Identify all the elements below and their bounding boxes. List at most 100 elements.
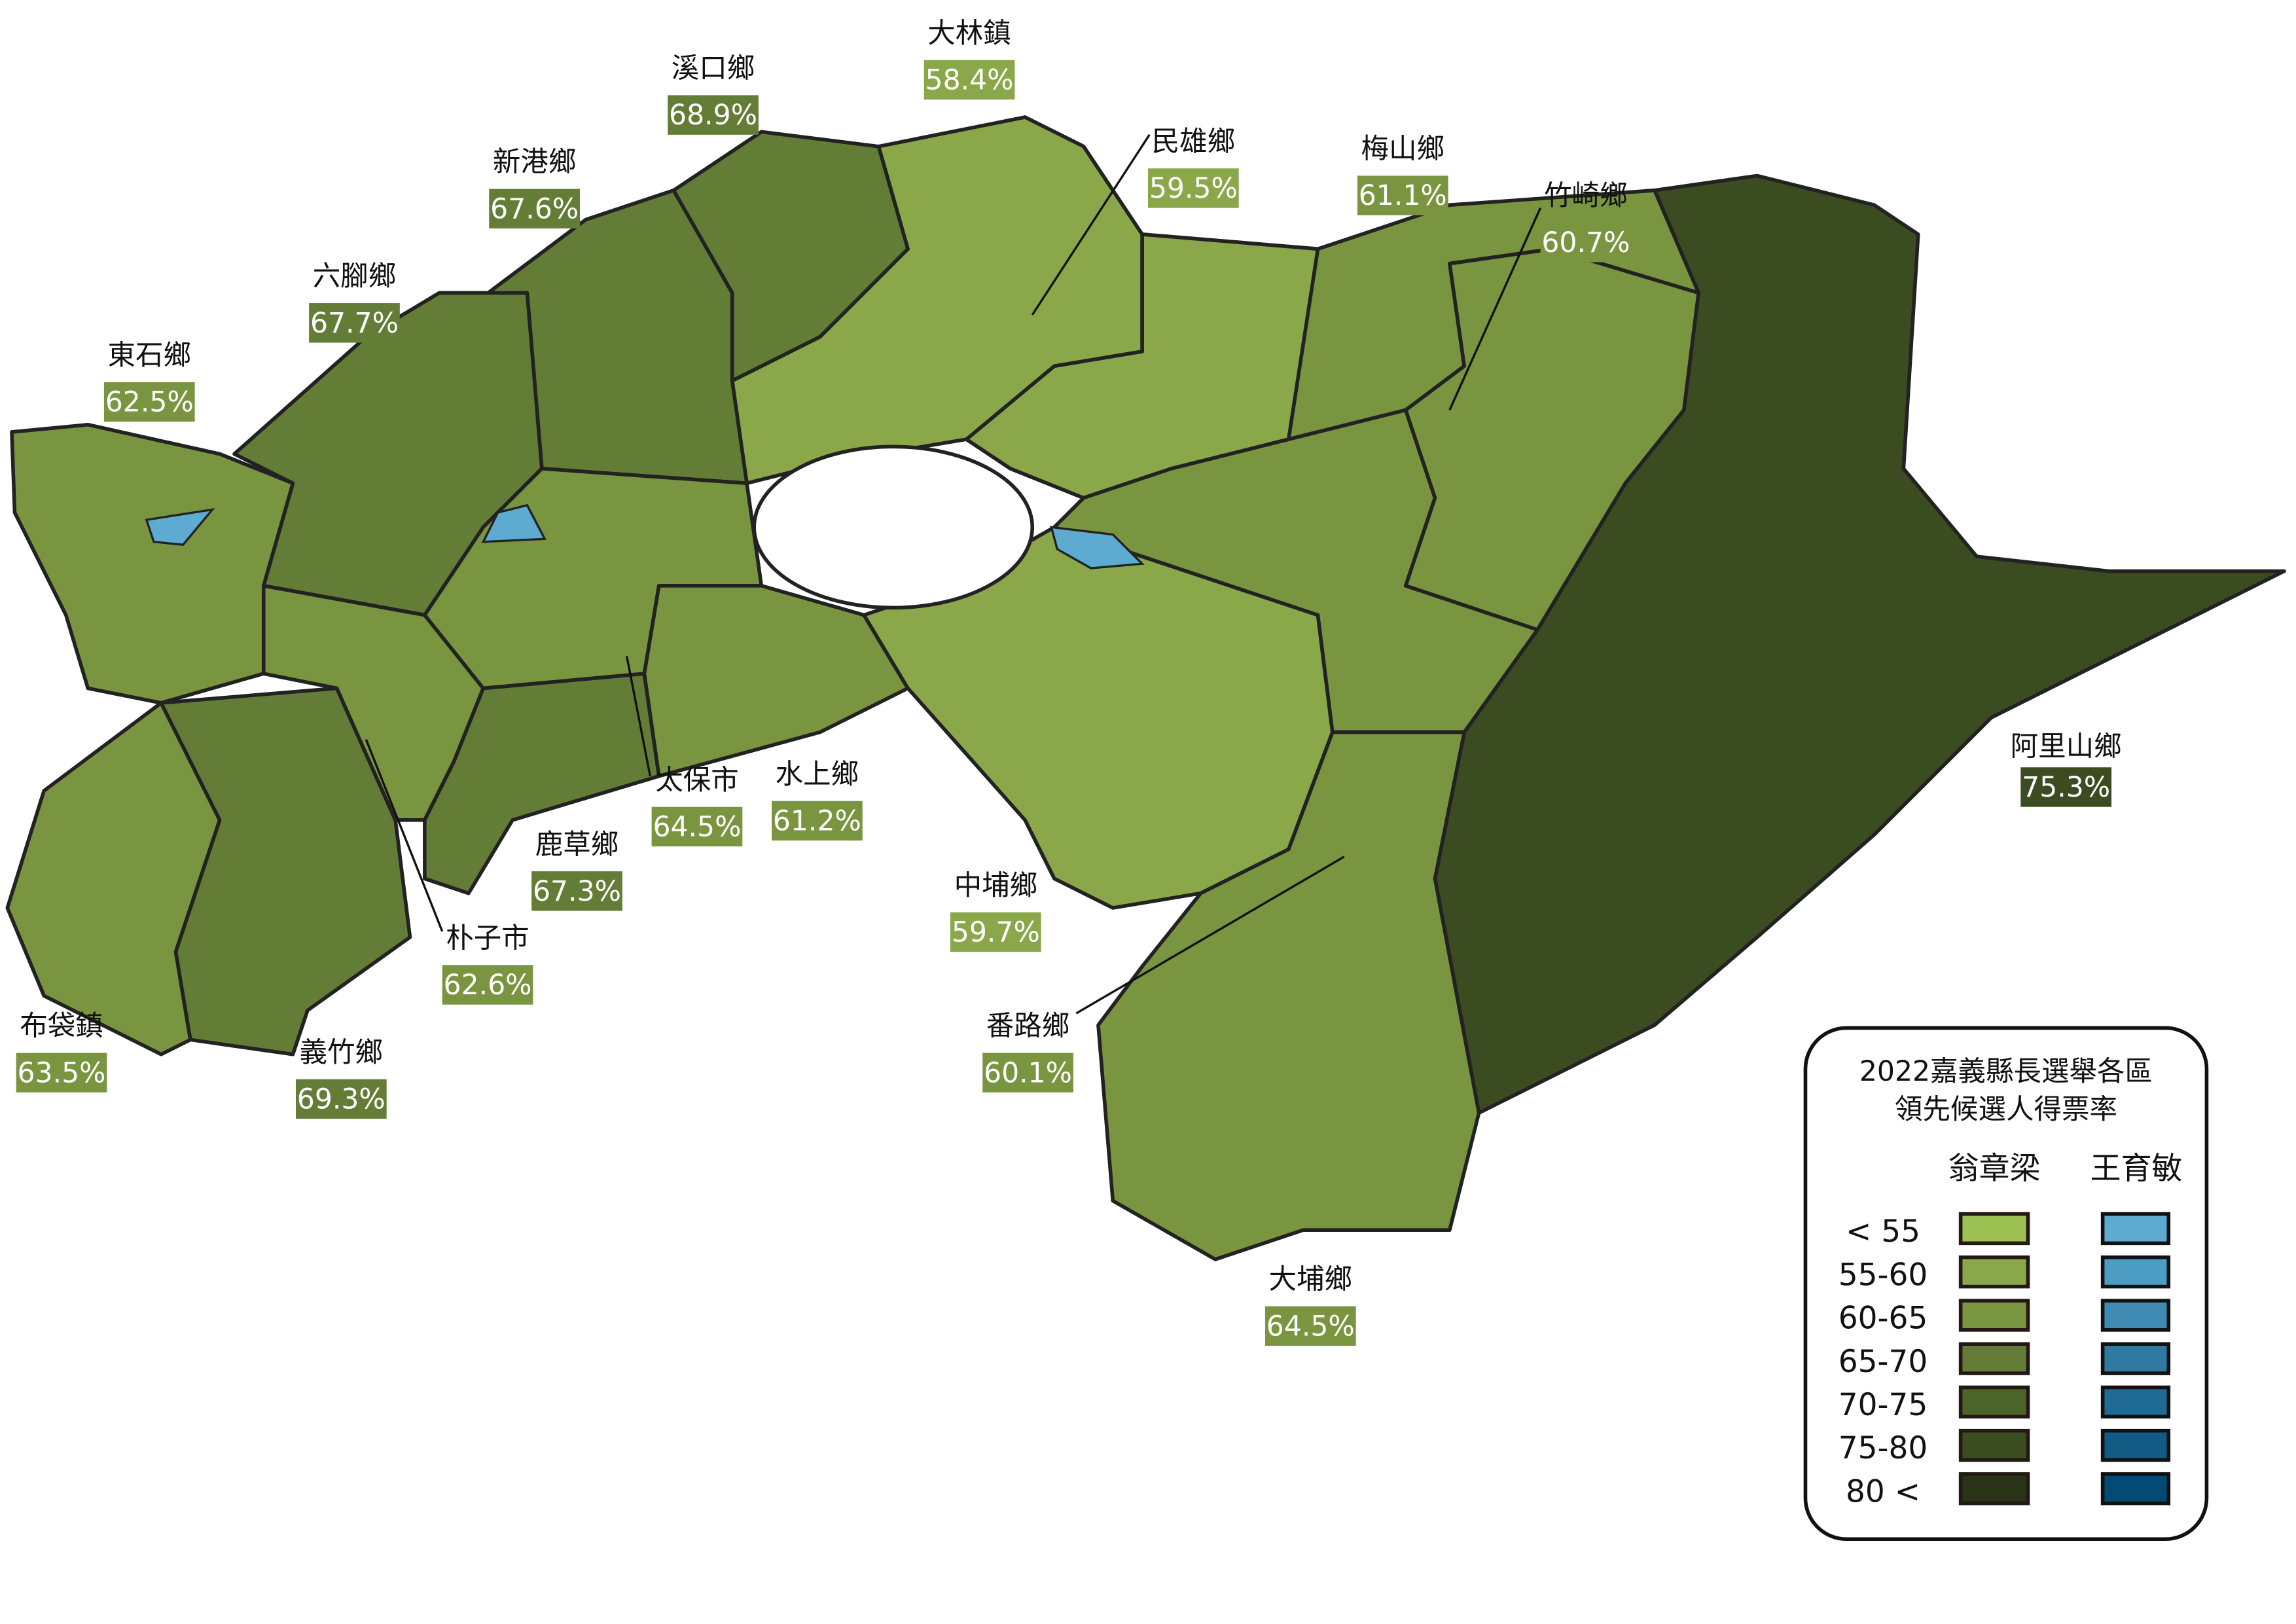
township-label: 大林鎮 58.4% xyxy=(924,18,1015,100)
percentage-box xyxy=(668,95,759,135)
township-label: 大埔鄉 64.5% xyxy=(1265,1264,1356,1346)
township-region[interactable] xyxy=(10,422,295,705)
township-name: 義竹鄉 xyxy=(300,1037,384,1069)
township-label: 新港鄉 67.6% xyxy=(489,147,580,228)
township-name: 竹崎鄉 xyxy=(1544,180,1628,212)
legend-swatch-green xyxy=(1958,1428,2030,1462)
township-label: 東石鄉 62.5% xyxy=(103,340,195,422)
chiayi-city-hole xyxy=(752,444,1035,610)
township-percentage: 67.7% xyxy=(310,308,399,340)
percentage-box xyxy=(1265,1306,1356,1346)
township-name: 番路鄉 xyxy=(986,1011,1070,1043)
township-name: 大林鎮 xyxy=(927,18,1011,50)
township-label: 六腳鄉 67.7% xyxy=(309,261,400,343)
township-label: 太保市 64.5% xyxy=(651,765,743,847)
legend-swatch-blue xyxy=(2100,1212,2171,1246)
township-name: 太保市 xyxy=(655,765,739,797)
legend-candidate-1: 翁章梁 xyxy=(1948,1151,2041,1187)
township-name: 阿里山鄉 xyxy=(2011,731,2122,763)
township-region[interactable] xyxy=(642,584,910,778)
percentage-box xyxy=(309,303,400,343)
township-percentage: 62.6% xyxy=(444,969,532,1001)
township-name: 中埔鄉 xyxy=(954,870,1038,902)
percentage-box xyxy=(1540,223,1632,262)
township-name: 朴子市 xyxy=(446,922,529,954)
township-percentage: 62.5% xyxy=(105,387,194,419)
lake-area xyxy=(481,503,547,543)
legend-bin-label: 75-80 xyxy=(1839,1430,1928,1466)
legend-swatch-blue xyxy=(2100,1385,2171,1419)
percentage-box xyxy=(950,912,1041,952)
legend-bin-label: 55-60 xyxy=(1839,1257,1928,1293)
percentage-box xyxy=(982,1053,1073,1092)
township-percentage: 61.2% xyxy=(773,805,861,837)
township-name: 溪口鄉 xyxy=(672,53,755,85)
percentage-box xyxy=(16,1053,107,1092)
percentage-box xyxy=(772,801,863,841)
township-label: 番路鄉 60.1% xyxy=(982,1011,1073,1092)
lake-area xyxy=(145,508,215,546)
legend-candidate-2: 王育敏 xyxy=(2090,1151,2183,1187)
legend-swatch-blue xyxy=(2100,1342,2171,1375)
township-region[interactable] xyxy=(1096,730,1481,1261)
legend-bin-label: 60-65 xyxy=(1839,1301,1928,1337)
legend-swatch-green xyxy=(1958,1255,2030,1289)
township-percentage: 64.5% xyxy=(1266,1310,1355,1343)
township-label: 朴子市 62.6% xyxy=(442,922,533,1005)
township-name: 大埔鄉 xyxy=(1269,1264,1353,1296)
leader-line xyxy=(1031,134,1151,316)
percentage-box xyxy=(924,60,1015,100)
legend-swatch-blue xyxy=(2100,1428,2171,1462)
percentage-box xyxy=(651,806,743,847)
township-label: 義竹鄉 69.3% xyxy=(295,1037,387,1119)
township-labels: 大林鎮 58.4% 溪口鄉 68.9% 新港鄉 67.6% 六腳鄉 67.7% 東石鄉 62.5%… xyxy=(16,18,2122,1346)
lakes xyxy=(145,503,1145,569)
legend-swatch-blue xyxy=(2100,1255,2171,1289)
township-percentage: 64.5% xyxy=(653,811,741,843)
legend-title-line1: 2022嘉義縣長選舉各區 xyxy=(1859,1056,2153,1088)
legend-swatch-green xyxy=(1958,1472,2030,1506)
township-name: 東石鄉 xyxy=(108,340,192,372)
township-percentage: 67.6% xyxy=(490,193,579,225)
township-percentage: 61.1% xyxy=(1359,180,1447,212)
township-name: 鹿草鄉 xyxy=(535,829,619,861)
leader-lines xyxy=(365,134,1542,1015)
township-label: 鹿草鄉 67.3% xyxy=(531,829,622,911)
township-percentage: 68.9% xyxy=(669,99,757,132)
township-percentage: 58.4% xyxy=(925,64,1014,96)
township-label: 水上鄉 61.2% xyxy=(772,759,863,841)
leader-line xyxy=(365,739,444,932)
township-label: 中埔鄉 59.7% xyxy=(950,870,1041,952)
township-label: 布袋鎮 63.5% xyxy=(16,1011,107,1092)
township-label: 阿里山鄉 75.3% xyxy=(2011,731,2122,807)
legend-swatch-green xyxy=(1958,1212,2030,1246)
township-name: 布袋鎮 xyxy=(20,1011,103,1043)
township-label: 梅山鄉 61.1% xyxy=(1357,134,1448,215)
percentage-box xyxy=(442,965,533,1005)
township-percentage: 63.5% xyxy=(18,1057,106,1089)
legend-swatch-green xyxy=(1958,1342,2030,1375)
legend-bin-label: 65-70 xyxy=(1839,1344,1928,1380)
township-name: 新港鄉 xyxy=(493,147,577,179)
percentage-box xyxy=(489,189,580,228)
township-name: 民雄鄉 xyxy=(1152,126,1236,158)
township-label: 溪口鄉 68.9% xyxy=(668,53,759,135)
township-percentage: 60.1% xyxy=(984,1057,1072,1089)
legend-bin-label: 80 < xyxy=(1846,1473,1920,1509)
legend: 2022嘉義縣長選舉各區 領先候選人得票率 翁章梁 王育敏 < 55 55-60 6… xyxy=(1803,1026,2209,1542)
legend-swatch-blue xyxy=(2100,1299,2171,1332)
township-name: 水上鄉 xyxy=(776,759,859,791)
township-regions xyxy=(5,115,2286,1261)
percentage-box xyxy=(2020,767,2112,807)
township-percentage: 60.7% xyxy=(1541,227,1630,259)
percentage-box xyxy=(295,1079,387,1119)
township-label: 竹崎鄉 60.7% xyxy=(1540,180,1632,262)
leader-line xyxy=(1448,207,1542,411)
legend-bin-label: < 55 xyxy=(1846,1214,1920,1250)
legend-bin-label: 70-75 xyxy=(1839,1387,1928,1423)
township-percentage: 59.7% xyxy=(952,916,1040,948)
percentage-box xyxy=(1148,168,1239,208)
township-percentage: 67.3% xyxy=(533,876,621,908)
township-label: 民雄鄉 59.5% xyxy=(1148,126,1239,208)
